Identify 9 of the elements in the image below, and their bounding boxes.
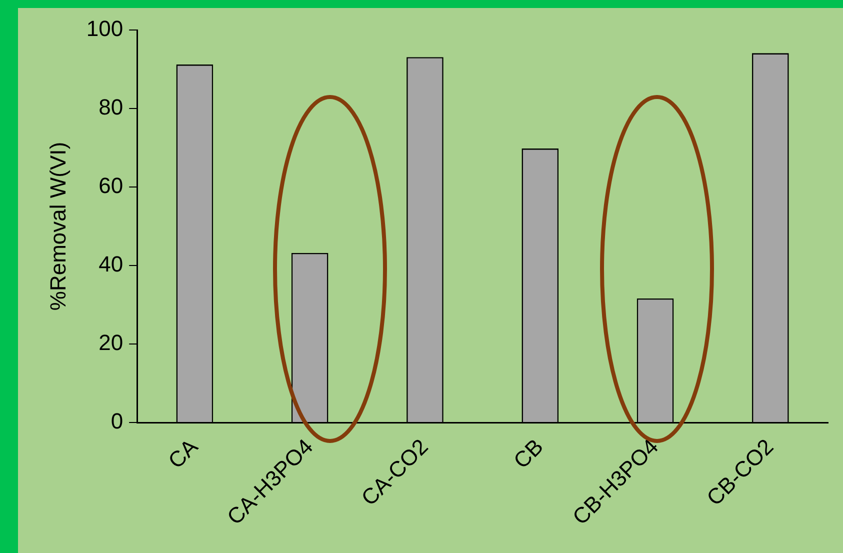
y-tick-label: 100 — [86, 16, 124, 42]
y-tick-label: 80 — [98, 94, 124, 120]
x-tick-label: CA — [163, 434, 203, 474]
y-tick-label: 0 — [110, 408, 124, 434]
y-tick-label: 60 — [98, 173, 124, 198]
y-tick-label: 40 — [98, 252, 124, 277]
y-tick-label: 20 — [98, 330, 124, 356]
x-tick-label: CB — [508, 434, 548, 474]
y-axis-title: %Removal W(VI) — [45, 142, 70, 311]
